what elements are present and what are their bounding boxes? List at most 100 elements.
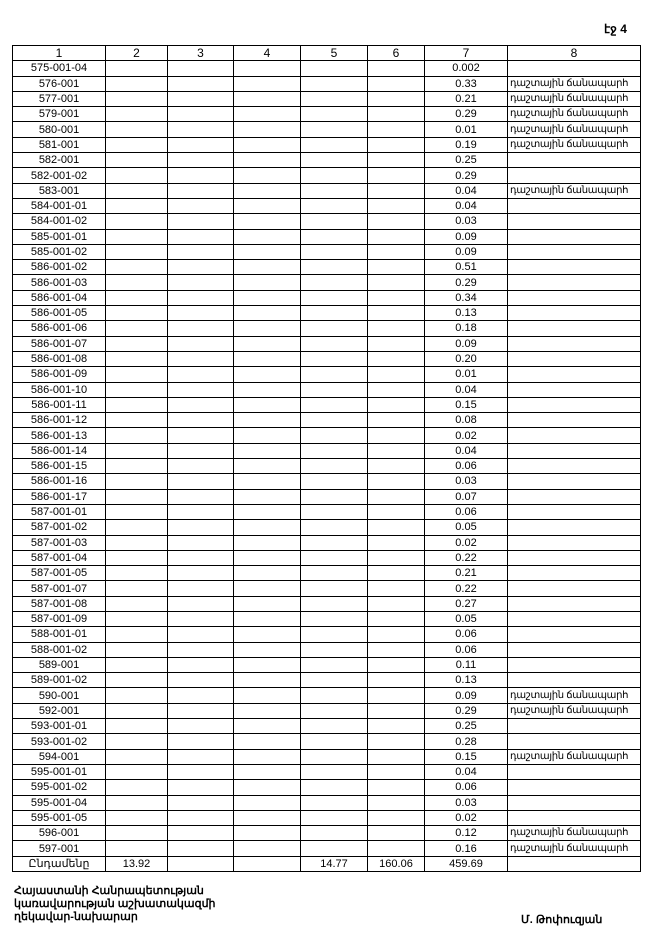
empty-cell <box>300 274 368 291</box>
empty-cell <box>367 442 425 460</box>
empty-cell <box>233 825 301 842</box>
empty-cell <box>300 427 368 444</box>
empty-cell <box>167 702 234 720</box>
empty-cell <box>233 672 301 689</box>
empty-cell <box>367 565 425 582</box>
column-header: 3 <box>167 44 234 62</box>
empty-cell <box>167 580 234 597</box>
empty-cell <box>367 427 425 444</box>
land-parcel-table: 1 2 3 4 5 6 7 8 575-001-04 0.002 576-001 0.… <box>12 44 641 873</box>
total-c8-cell <box>507 855 641 873</box>
area-cell: 0.27 <box>424 595 508 612</box>
table-row: 580-001 0.01 դաշտային ճանապարհ <box>12 121 641 138</box>
empty-cell <box>300 228 368 245</box>
empty-cell <box>105 748 168 765</box>
empty-cell <box>167 519 234 536</box>
empty-cell <box>105 320 168 337</box>
total-row: Ընդամենը 13.92 14.77 160.06 459.69 <box>12 855 641 873</box>
note-cell <box>507 396 641 414</box>
parcel-code-cell: 596-001 <box>12 825 106 842</box>
empty-cell <box>300 565 368 582</box>
empty-cell <box>167 779 234 796</box>
empty-cell <box>167 565 234 582</box>
empty-cell <box>167 840 234 857</box>
parcel-code-cell: 581-001 <box>12 136 106 154</box>
area-cell: 0.02 <box>424 427 508 444</box>
empty-cell <box>105 549 168 567</box>
empty-cell <box>105 106 168 123</box>
empty-cell <box>300 197 368 215</box>
column-header: 6 <box>367 44 425 62</box>
parcel-code-cell: 586-001-10 <box>12 381 106 398</box>
table-row: 586-001-16 0.03 <box>12 473 641 490</box>
table-row: 592-001 0.29 դաշտային ճանապարհ <box>12 702 641 720</box>
parcel-code-cell: 589-001-02 <box>12 672 106 689</box>
empty-cell <box>233 809 301 827</box>
parcel-code-cell: 586-001-14 <box>12 442 106 460</box>
empty-cell <box>300 182 368 199</box>
parcel-code-cell: 587-001-04 <box>12 549 106 567</box>
parcel-code-cell: 586-001-07 <box>12 335 106 352</box>
empty-cell <box>167 136 234 154</box>
area-cell: 0.03 <box>424 213 508 230</box>
empty-cell <box>105 427 168 444</box>
empty-cell <box>167 213 234 230</box>
empty-cell <box>167 825 234 842</box>
area-cell: 0.18 <box>424 320 508 337</box>
empty-cell <box>167 748 234 765</box>
parcel-code-cell: 586-001-03 <box>12 274 106 291</box>
note-cell <box>507 610 641 628</box>
empty-cell <box>367 75 425 92</box>
empty-cell <box>105 809 168 827</box>
table-row: 587-001-04 0.22 <box>12 549 641 567</box>
table-row: 586-001-08 0.20 <box>12 350 641 368</box>
table-row: 594-001 0.15 դաշտային ճանապարհ <box>12 748 641 765</box>
footer-line: ղեկավար-նախարար <box>14 911 138 923</box>
area-cell: 0.20 <box>424 350 508 368</box>
table-row: 584-001-01 0.04 <box>12 197 641 215</box>
area-cell: 0.06 <box>424 641 508 658</box>
empty-cell <box>105 672 168 689</box>
empty-cell <box>233 167 301 184</box>
empty-cell <box>300 549 368 567</box>
parcel-code-cell: 586-001-17 <box>12 488 106 505</box>
empty-cell <box>300 152 368 169</box>
empty-cell <box>105 519 168 536</box>
empty-cell <box>167 60 234 77</box>
empty-cell <box>233 794 301 811</box>
empty-cell <box>105 565 168 582</box>
empty-cell <box>105 718 168 735</box>
empty-cell <box>300 442 368 460</box>
note-cell <box>507 488 641 505</box>
empty-cell <box>300 825 368 842</box>
empty-cell <box>300 641 368 658</box>
empty-cell <box>105 167 168 184</box>
table-row: 581-001 0.19 դաշտային ճանապարհ <box>12 136 641 154</box>
empty-cell <box>300 366 368 383</box>
empty-cell <box>233 427 301 444</box>
note-cell <box>507 503 641 521</box>
table-row: 586-001-05 0.13 <box>12 305 641 322</box>
empty-cell <box>367 396 425 414</box>
empty-cell <box>367 243 425 261</box>
table-row: 582-001-02 0.29 <box>12 167 641 184</box>
area-cell: 0.22 <box>424 549 508 567</box>
area-cell: 0.04 <box>424 197 508 215</box>
empty-cell <box>105 305 168 322</box>
empty-cell <box>367 626 425 643</box>
note-cell: դաշտային ճանապարհ <box>507 121 641 138</box>
area-cell: 0.06 <box>424 626 508 643</box>
area-cell: 0.06 <box>424 779 508 796</box>
empty-cell <box>233 182 301 199</box>
empty-cell <box>167 733 234 750</box>
empty-cell <box>367 412 425 429</box>
note-cell <box>507 626 641 643</box>
parcel-code-cell: 588-001-01 <box>12 626 106 643</box>
area-cell: 0.29 <box>424 106 508 123</box>
note-cell: դաշտային ճանապարհ <box>507 687 641 704</box>
empty-cell <box>300 121 368 138</box>
table-row: 587-001-05 0.21 <box>12 565 641 582</box>
area-cell: 0.11 <box>424 656 508 674</box>
note-cell <box>507 350 641 368</box>
empty-cell <box>300 412 368 429</box>
